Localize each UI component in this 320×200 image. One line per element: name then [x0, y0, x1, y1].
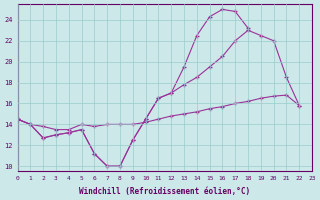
X-axis label: Windchill (Refroidissement éolien,°C): Windchill (Refroidissement éolien,°C) — [79, 187, 250, 196]
